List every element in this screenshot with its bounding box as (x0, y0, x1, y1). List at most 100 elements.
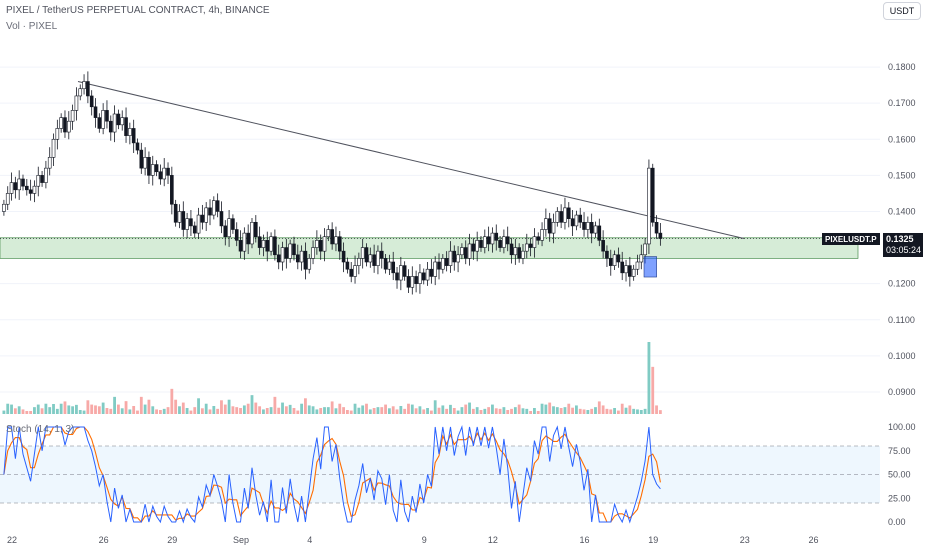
volume-bar (44, 403, 48, 414)
volume-bar (651, 366, 655, 414)
candle-body (421, 272, 426, 281)
candle-body (189, 218, 193, 227)
stoch-tick-label: 25.00 (888, 493, 911, 503)
candle-body (517, 247, 521, 259)
volume-bar (139, 396, 143, 414)
time-axis: 22 26 29 Sep 4 9 12 16 19 23 26 (7, 535, 819, 545)
volume-bar (487, 407, 491, 414)
candle-body (40, 175, 44, 183)
volume-bar (517, 404, 521, 414)
price-tick-label: 0.1200 (888, 279, 916, 289)
candle-body (231, 218, 235, 230)
candle-body (162, 167, 167, 180)
volume-bar (361, 405, 365, 414)
volume-bar (399, 406, 403, 414)
candle-body (536, 236, 541, 241)
volume-bar (456, 410, 460, 414)
volume-bar (384, 404, 387, 414)
time-tick-label: 19 (648, 535, 658, 545)
currency-button[interactable]: USDT (883, 2, 921, 20)
candle-body (200, 214, 205, 223)
volume-bar (632, 408, 636, 414)
candle-body (315, 240, 319, 248)
volume-bar (628, 405, 632, 414)
volume-bar (109, 408, 113, 414)
time-tick-label: 9 (422, 535, 427, 545)
candle-body (654, 221, 659, 234)
candle-body (608, 258, 613, 266)
candle-body (532, 236, 537, 248)
volume-bar (349, 410, 353, 414)
volume-bar (613, 408, 616, 414)
candle-body (70, 110, 75, 122)
volume-bar (223, 404, 227, 414)
candle-body (605, 250, 609, 259)
price-tick-label: 0.1100 (888, 315, 915, 325)
candle-body (528, 243, 533, 248)
stoch-panel (0, 425, 880, 524)
candle-body (337, 236, 342, 252)
volume-bar (55, 408, 59, 414)
candle-body (120, 117, 125, 126)
last-price-value: 0.1325 (886, 234, 914, 244)
volume-bar (181, 402, 185, 414)
volume-bar (151, 406, 155, 414)
volume-bar (609, 409, 613, 414)
candle-body (5, 193, 10, 205)
candle-body (170, 175, 174, 205)
candle-body (433, 261, 437, 277)
volume-bar (494, 408, 498, 414)
candle-body (566, 207, 571, 219)
candle-body (639, 254, 644, 263)
candle-body (86, 81, 90, 97)
volume-bar (220, 400, 223, 414)
volume-bar (323, 407, 326, 414)
volume-bar (254, 402, 258, 414)
candle-body (524, 243, 529, 252)
candle-body (597, 225, 602, 241)
candle-body (63, 117, 67, 133)
candle-body (47, 157, 52, 169)
volume-bar (281, 402, 284, 414)
volume-bar (170, 388, 174, 414)
volume-bar (445, 408, 449, 414)
candle-body (82, 81, 86, 90)
candle-body (21, 178, 25, 187)
volume-bar (2, 410, 6, 414)
volume-bar (231, 406, 235, 414)
candle-body (498, 240, 502, 248)
symbol-label: PIXELUSDT.P (822, 233, 880, 245)
stoch-tick-label: 75.00 (888, 446, 911, 456)
candle-body (261, 240, 266, 248)
candle-body (219, 211, 224, 227)
time-tick-label: 26 (99, 535, 109, 545)
candle-body (257, 236, 262, 248)
volume-bar (491, 404, 494, 414)
candle-body (406, 276, 411, 288)
candle-body (463, 247, 468, 259)
volume-bar (422, 409, 426, 414)
volume-bar (242, 405, 246, 414)
time-tick-label: 23 (740, 535, 750, 545)
candle-body (383, 258, 388, 270)
candle-body (177, 211, 182, 223)
candle-body (17, 178, 21, 191)
volume-bar (460, 407, 464, 414)
volume-bar (536, 411, 540, 414)
candle-body (322, 236, 327, 252)
candle-body (326, 229, 331, 238)
candle-body (2, 203, 6, 212)
volume-bar (555, 407, 559, 414)
time-tick-label: 22 (7, 535, 17, 545)
candle-body (379, 250, 384, 259)
volume-bar (571, 407, 574, 414)
volume-bar (525, 408, 529, 414)
volume-bar (403, 408, 407, 414)
candle-body (150, 164, 155, 176)
volume-bar (334, 408, 338, 414)
candle-body (368, 254, 373, 263)
volume-bar (540, 403, 544, 414)
candle-body (330, 229, 334, 245)
volume-bar (307, 405, 311, 414)
